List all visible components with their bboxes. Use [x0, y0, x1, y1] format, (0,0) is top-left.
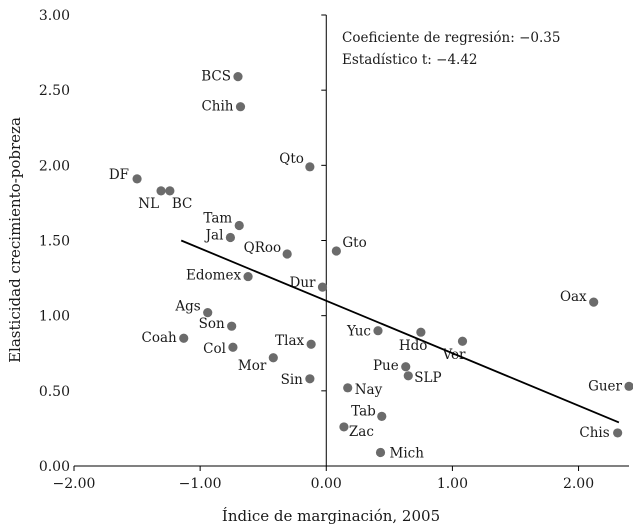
x-tick-label: −1.00 — [179, 476, 222, 492]
point-label: Son — [199, 316, 225, 332]
point-label: Tam — [203, 210, 232, 226]
point-label: BCS — [201, 69, 231, 85]
data-point — [227, 321, 237, 331]
x-tick-label: −2.00 — [53, 476, 96, 492]
y-tick-label: 0.00 — [39, 459, 70, 475]
y-tick-label: 0.50 — [39, 384, 70, 400]
point-label: Yuc — [346, 324, 371, 340]
point-label: Pue — [373, 358, 399, 374]
data-point — [624, 381, 633, 391]
data-point — [243, 271, 253, 282]
x-tick-label: 1.00 — [437, 476, 468, 492]
data-point — [317, 282, 328, 292]
data-points — [132, 72, 633, 458]
point-label: Tab — [351, 403, 376, 419]
data-point — [306, 339, 316, 349]
annotation-coefficient: Coeficiente de regresión: −0.35 — [342, 30, 560, 46]
point-label: Ags — [174, 299, 200, 315]
data-point — [203, 308, 213, 318]
point-label: Edomex — [186, 268, 241, 284]
data-point — [457, 336, 468, 346]
axes — [73, 14, 629, 471]
point-label: Dur — [290, 275, 317, 291]
point-label: Zac — [349, 424, 374, 440]
data-point — [268, 353, 278, 363]
data-point — [403, 371, 413, 381]
point-label: SLP — [414, 370, 441, 386]
point-label: Jal — [204, 227, 224, 243]
data-point — [228, 342, 238, 352]
point-label: Chih — [201, 99, 233, 115]
x-tick-label: 2.00 — [563, 476, 594, 492]
point-label: Col — [203, 341, 226, 357]
data-point — [589, 297, 599, 307]
data-point — [339, 422, 349, 432]
data-point — [179, 333, 189, 343]
point-label: Mor — [238, 358, 267, 374]
data-point — [377, 411, 387, 421]
data-point — [331, 246, 341, 256]
data-point — [233, 72, 243, 82]
point-label: Oax — [560, 289, 587, 305]
data-point — [225, 232, 236, 243]
point-label: Hdo — [399, 338, 428, 354]
y-tick-label: 2.00 — [39, 158, 70, 174]
data-point — [235, 102, 246, 112]
data-point — [132, 174, 142, 184]
data-point — [401, 362, 411, 372]
data-point — [305, 374, 315, 384]
point-label: Qto — [279, 151, 304, 167]
y-tick-label: 1.50 — [39, 234, 70, 250]
point-label: Chis — [579, 425, 609, 441]
y-tick-label: 1.00 — [39, 309, 70, 325]
point-label: Gto — [342, 235, 366, 251]
point-label: Nay — [355, 382, 383, 398]
point-label: QRoo — [244, 240, 282, 256]
data-point — [282, 249, 292, 259]
x-axis-title: Índice de marginación, 2005 — [222, 507, 440, 525]
x-tick-label: 0.00 — [311, 476, 342, 492]
point-label: Guer — [588, 378, 622, 394]
point-label: Coah — [142, 330, 178, 346]
data-point — [375, 447, 386, 458]
point-label: NL — [138, 196, 159, 212]
y-axis-title: Elasticidad crecimiento-pobreza — [6, 117, 24, 363]
tick-labels: −2.00 −1.00 0.00 1.00 2.00 0.00 0.50 1.00 1.50 2.… — [39, 8, 594, 492]
data-point — [343, 383, 353, 393]
data-point — [373, 326, 383, 336]
data-point — [416, 327, 426, 337]
point-label: Sin — [281, 372, 304, 388]
point-label: DF — [109, 167, 129, 183]
data-point — [305, 162, 315, 172]
point-label: BC — [172, 196, 193, 212]
data-point — [165, 186, 175, 196]
regression-line — [180, 239, 620, 424]
data-point — [613, 428, 623, 438]
point-label: Mich — [390, 445, 425, 461]
data-point — [234, 220, 244, 231]
y-tick-label: 3.00 — [39, 8, 70, 24]
point-label: Tlax — [275, 333, 304, 349]
annotation-t-statistic: Estadístico t: −4.42 — [342, 52, 478, 68]
y-tick-label: 2.50 — [39, 83, 70, 99]
data-point — [156, 186, 166, 196]
